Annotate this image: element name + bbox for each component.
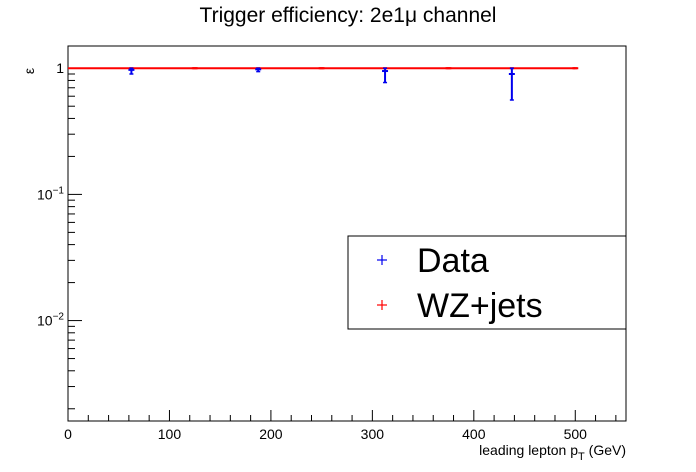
x-tick-label: 200 bbox=[259, 426, 283, 442]
y-tick-label: 10−2 bbox=[37, 312, 64, 329]
series-layer bbox=[68, 67, 579, 101]
x-tick-label: 300 bbox=[361, 426, 385, 442]
data-point bbox=[128, 67, 135, 75]
x-axis-title-main: leading lepton p bbox=[479, 442, 578, 458]
series-data bbox=[128, 67, 515, 101]
plot-frame bbox=[67, 45, 627, 422]
x-tick-label: 500 bbox=[564, 426, 588, 442]
y-tick-label: 1 bbox=[56, 60, 64, 76]
data-point bbox=[508, 67, 515, 101]
y-tick-label: 10−1 bbox=[37, 185, 64, 202]
legend-label: Data bbox=[417, 242, 489, 280]
legend-label: WZ+jets bbox=[417, 287, 543, 325]
x-axis: 0 100 200 300 400 500 bbox=[64, 410, 617, 442]
x-axis-title-unit: (GeV) bbox=[585, 442, 626, 458]
data-point bbox=[572, 67, 579, 70]
x-axis-title: leading lepton pT (GeV) bbox=[479, 442, 626, 463]
series-wz-jets bbox=[68, 67, 579, 70]
chart-title: Trigger efficiency: 2e1μ channel bbox=[199, 4, 497, 27]
x-tick-label: 400 bbox=[462, 426, 486, 442]
legend: Data WZ+jets bbox=[347, 235, 627, 330]
data-point bbox=[382, 67, 389, 84]
legend-entry: WZ+jets bbox=[377, 287, 543, 325]
x-axis-title-subscript: T bbox=[578, 451, 585, 463]
y-axis: 1 10−1 10−2 bbox=[37, 60, 82, 410]
legend-entry: Data bbox=[377, 242, 489, 280]
data-point bbox=[255, 67, 262, 73]
y-axis-title: ε bbox=[21, 68, 37, 74]
x-tick-label: 0 bbox=[64, 426, 72, 442]
x-tick-label: 100 bbox=[158, 426, 182, 442]
legend-box bbox=[347, 235, 627, 330]
